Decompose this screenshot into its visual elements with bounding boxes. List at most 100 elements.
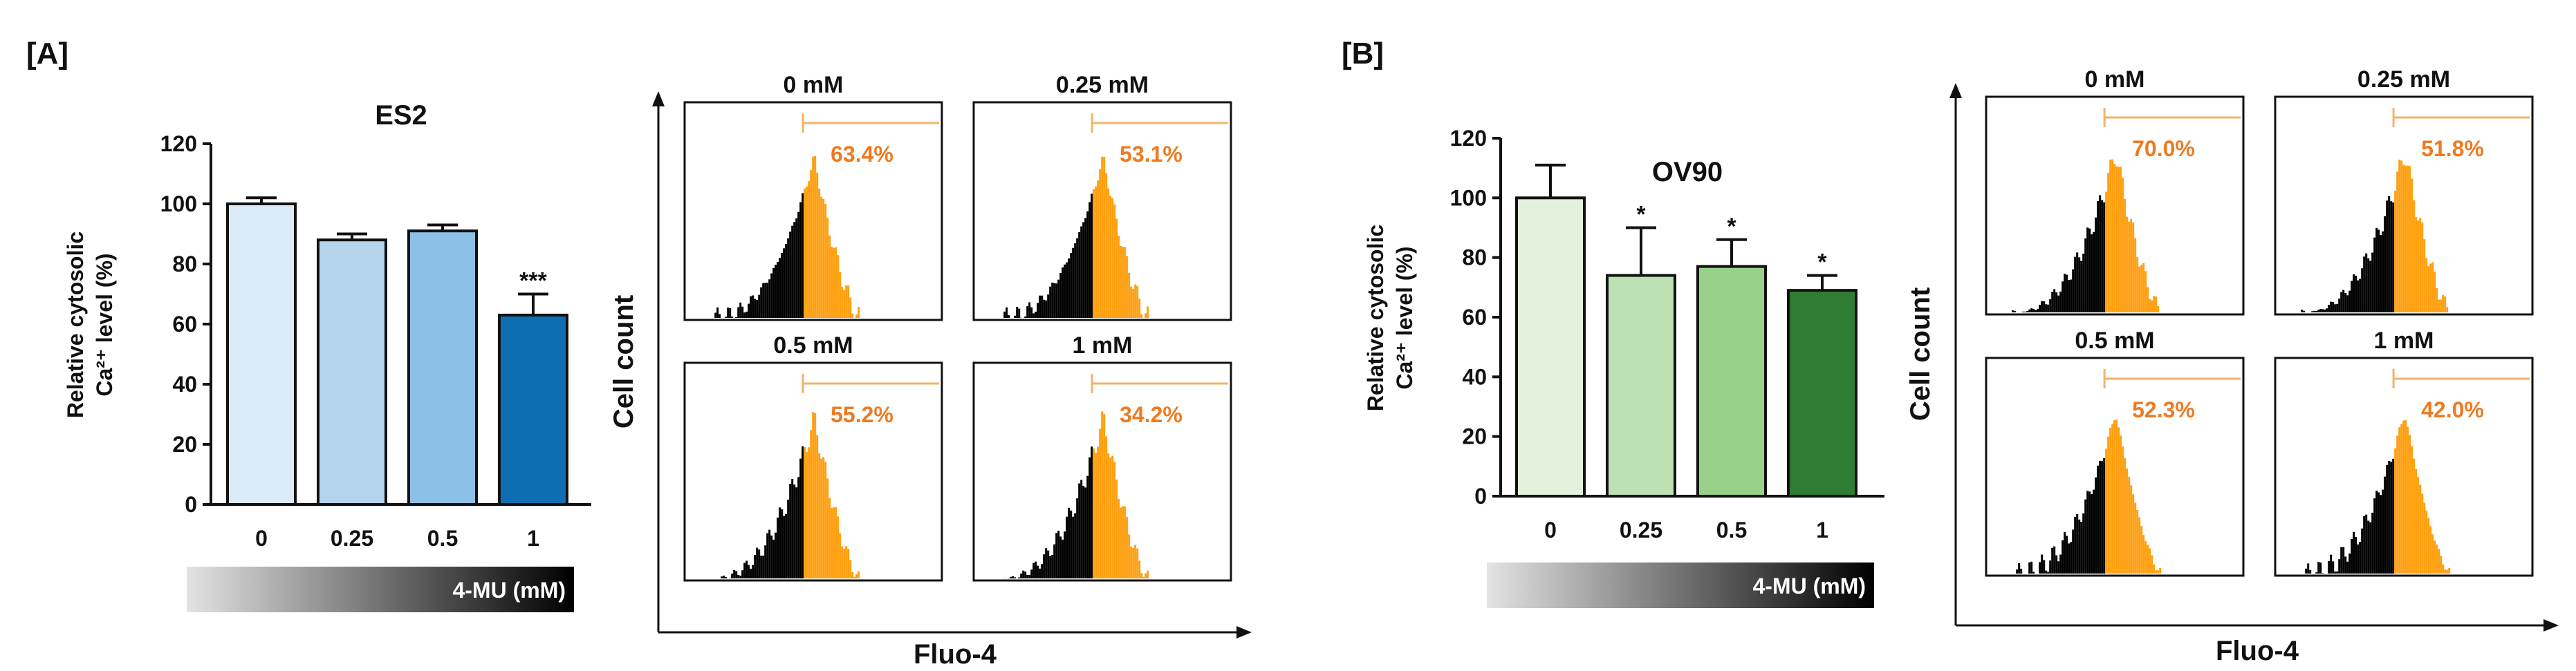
histogram-bin [826,217,829,318]
histogram-bin [758,294,761,318]
histogram-bin [2415,217,2418,312]
histogram-bin [1064,531,1066,578]
histogram-bin [791,479,794,578]
histogram-bin [2429,526,2432,574]
histogram-bin [1080,226,1083,318]
histogram-bin [2093,489,2095,574]
histogram-subplot: 0.5 mM 55.2% [683,332,943,582]
histogram-bin [2404,165,2407,312]
histogram-bin [820,196,823,318]
histogram-bin [2076,252,2079,312]
histogram-subplot: 0.25 mM 51.8% [2274,66,2534,316]
histogram-bin [1014,577,1017,578]
y-tick-label: 40 [1462,364,1487,389]
histogram-bin [855,314,858,318]
histogram-bin [781,252,784,318]
histogram-bin [2124,458,2126,574]
y-tick-label: 0 [1474,484,1487,509]
histogram-bin [2442,294,2445,312]
histogram-bin [843,549,846,578]
histogram-bin [2091,234,2093,312]
histogram-bin [1091,193,1093,318]
histogram-bin [2041,554,2044,574]
histogram-bin [1115,218,1118,318]
ov90-bar-chart: OV90 0 20 40 60 80 100 120 Relative cytosolic Ca²… [1363,126,1884,608]
histogram-bin [2407,165,2409,312]
histogram-bin [2301,310,2304,312]
histogram-bin [739,576,742,578]
histogram-bin [1018,577,1021,578]
histogram-bin [1035,561,1037,578]
histogram-bin [2330,554,2333,574]
histogram-bin [2130,218,2133,312]
histogram-bin [2357,280,2360,312]
histogram-bin [791,225,794,318]
histogram-bin [2084,499,2087,574]
histogram-bin [2115,419,2118,574]
histogram-bin [835,247,837,318]
histogram-bin [2384,216,2387,312]
histogram-bin [2398,160,2401,312]
histogram-bin [750,569,752,578]
histogram-bin [2417,477,2420,574]
histogram-bin [2118,167,2120,312]
histogram-bin [824,203,827,318]
histogram-bin [2074,256,2077,312]
histogram-bin [801,446,804,578]
histogram-bin [2425,258,2428,312]
histogram-bin [2157,570,2160,574]
histogram-bin [835,507,837,578]
histogram-bin [2388,196,2391,312]
histogram-bin [2134,238,2137,312]
histogram-bin [806,186,808,318]
histogram-bin [2396,171,2399,312]
histogram-bin [1018,308,1021,318]
x-tick-label: 0.25 [1620,518,1662,542]
histogram-bin [839,533,842,578]
histogram-bin [1088,202,1091,318]
histogram-bin [2419,218,2422,312]
x-tick-label: 0 [255,526,268,551]
histogram-bin [1082,222,1085,318]
histogram-bin [2357,544,2360,574]
histogram-bin [2045,570,2048,574]
histogram-bin [2315,572,2318,574]
histogram-bin [2392,202,2395,312]
histogram-bin [808,447,810,578]
x-tick-label: 1 [527,526,539,551]
histogram-bin [1111,455,1114,578]
histogram-bin [1113,462,1116,578]
histogram-bin [853,576,856,578]
histogram-subplot: 1 mM 34.2% [972,332,1232,582]
histogram-bin [789,231,792,318]
histogram-bin [1051,554,1054,578]
histogram-bin [2415,469,2418,574]
histogram-bin [719,314,721,318]
histogram-bin [775,532,777,578]
histogram-bin [1105,436,1108,578]
histogram-bin [2103,458,2106,574]
histogram-bin [1014,315,1017,318]
histogram-bin [2303,310,2306,312]
histogram-bin [1130,286,1133,318]
histogram-bin [1008,315,1010,318]
histogram-bin [2425,510,2428,574]
histogram-bin [1064,264,1066,318]
histogram-bin [1072,516,1075,578]
histogram-bin [2340,292,2343,312]
histogram-bin [810,430,813,578]
histogram-bin [758,549,761,578]
histogram-bin [748,303,750,318]
histogram-bin [2361,268,2364,312]
histogram-bin [2348,290,2351,312]
histogram-bin [1076,498,1079,578]
histogram-bin [2315,310,2318,312]
histogram-bin [2427,266,2430,312]
histogram-bin [2438,299,2440,312]
histogram-bin [2390,462,2393,574]
histogram-bin [2032,309,2035,312]
histogram-bin [764,545,767,578]
histogram-bin [2066,274,2068,312]
histogram-bin [1010,576,1012,578]
histogram-bin [2359,278,2362,312]
